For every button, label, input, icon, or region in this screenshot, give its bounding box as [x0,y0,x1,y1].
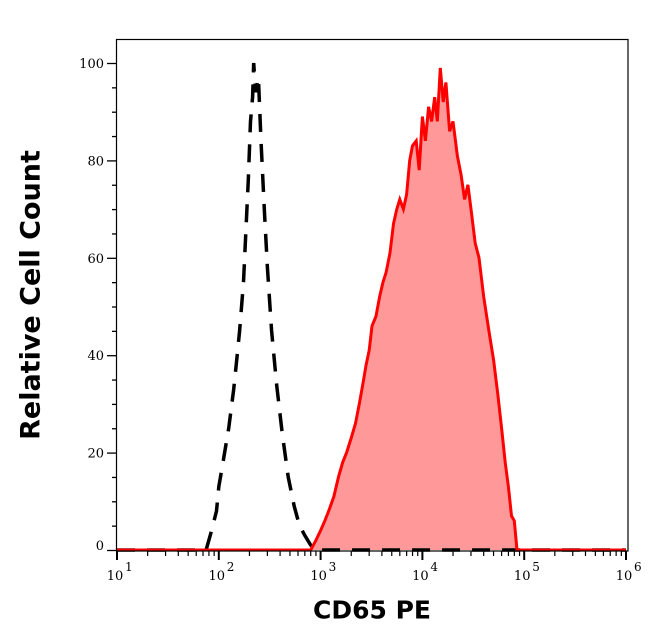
plot-frame [115,38,629,552]
y-axis: 0 20 40 60 80 100 [79,57,117,554]
x-tick-exponent: 4 [430,560,438,574]
x-tick-exponent: 2 [227,560,235,574]
x-tick-label: 10 [107,569,124,584]
x-tick-exponent: 1 [125,560,133,574]
cd65-pe-histogram-line [117,67,626,552]
x-tick-label: 10 [616,569,633,584]
y-tick-label: 20 [87,447,104,462]
x-tick-exponent: 3 [329,560,337,574]
histogram-series [117,62,626,552]
y-tick-label: 60 [87,252,104,267]
x-tick-label: 10 [310,569,327,584]
y-tick-label: 40 [87,349,104,364]
x-tick-exponent: 5 [532,560,540,574]
cd65-pe-histogram-fill [117,67,626,551]
y-tick-label: 80 [87,154,104,169]
y-tick-label: 0 [96,539,104,554]
x-tick-exponent: 6 [634,560,642,574]
y-axis-label: Relative Cell Count [15,150,47,440]
x-tick-label: 10 [412,569,429,584]
isotype-control-dashed-line [117,62,626,552]
x-axis-label: CD65 PE [313,595,431,625]
x-tick-label: 10 [514,569,531,584]
x-tick-label: 10 [209,569,226,584]
histogram-fill-area [117,67,626,551]
y-tick-label: 100 [79,57,104,72]
